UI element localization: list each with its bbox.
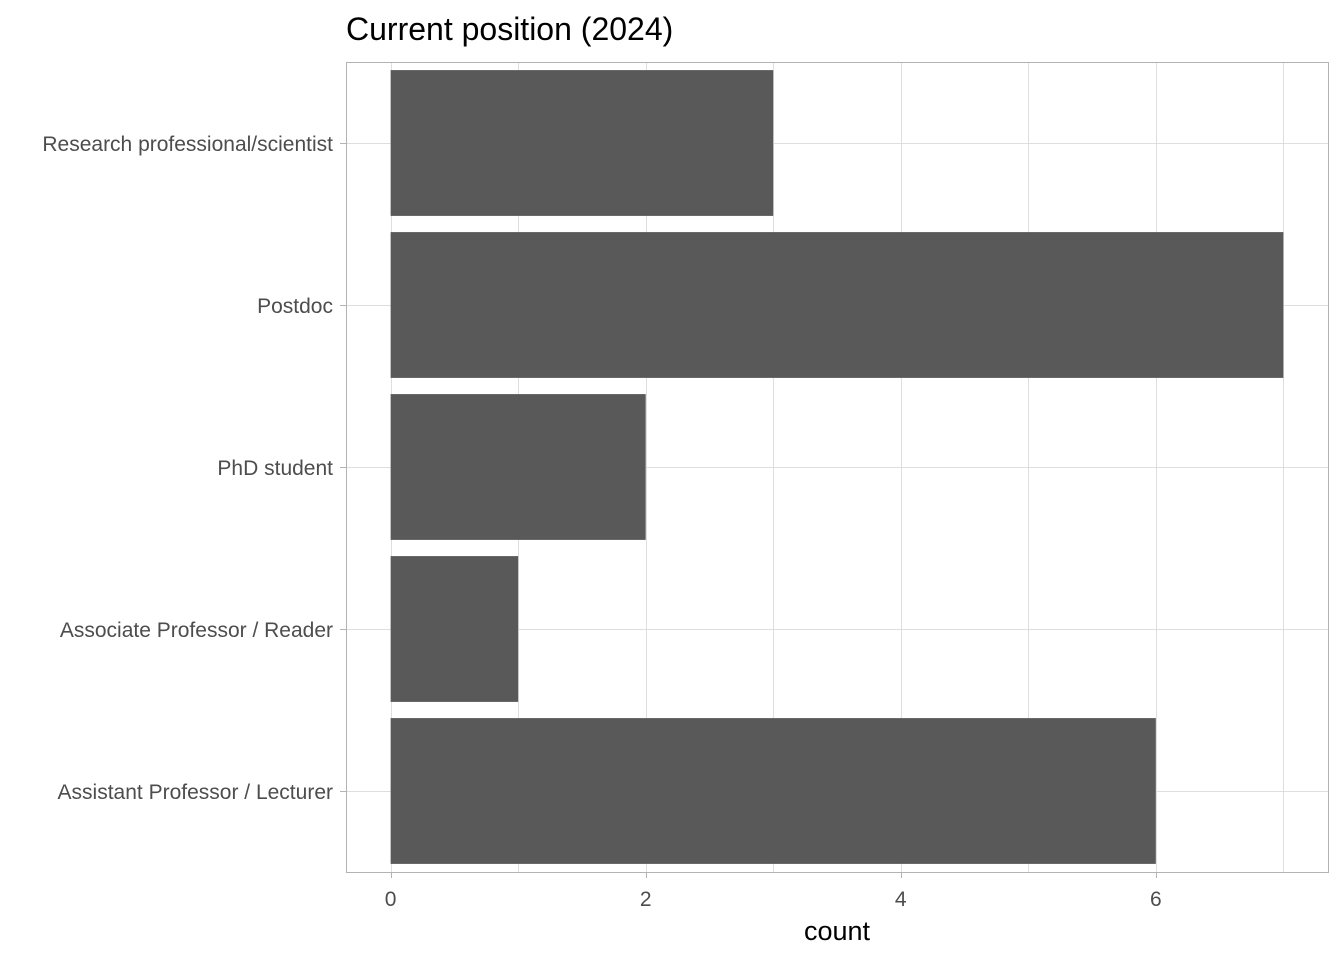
y-tick-label: PhD student — [217, 457, 333, 480]
y-tick-label: Associate Professor / Reader — [60, 619, 333, 642]
chart-title: Current position (2024) — [346, 11, 673, 47]
x-tick-label: 2 — [640, 888, 652, 911]
bar — [390, 394, 646, 540]
y-tick-label: Research professional/scientist — [42, 133, 333, 156]
y-tick-label: Assistant Professor / Lecturer — [58, 781, 333, 804]
bars — [390, 70, 1284, 864]
bar — [390, 232, 1284, 378]
bar — [390, 556, 519, 702]
panel-border — [346, 62, 1329, 873]
x-tick-label: 4 — [895, 888, 907, 911]
bar — [390, 70, 774, 216]
tick-labels: 0 2 4 6 Research professional/scientist Postd… — [42, 133, 1161, 911]
x-axis-title: count — [804, 916, 871, 946]
bar — [390, 718, 1156, 864]
y-tick-label: Postdoc — [257, 295, 333, 318]
x-tick-label: 6 — [1150, 888, 1162, 911]
axis-ticks — [340, 143, 1157, 878]
x-tick-label: 0 — [385, 888, 397, 911]
